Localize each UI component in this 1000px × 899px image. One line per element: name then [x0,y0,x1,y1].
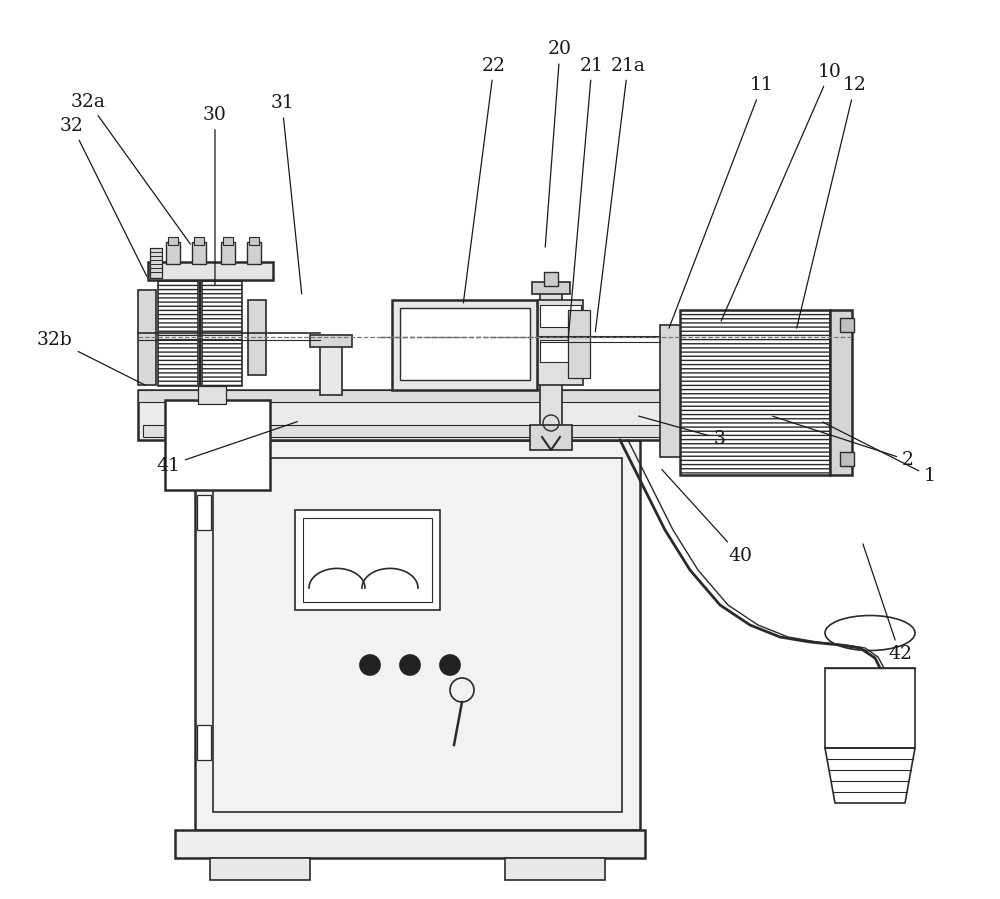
Bar [505,858,605,880]
Bar [150,248,162,278]
Bar [198,386,226,404]
Bar [221,242,235,264]
Bar [192,242,206,264]
Bar [400,308,530,380]
Bar [540,305,581,327]
Bar [195,440,640,830]
Text: 21a: 21a [595,57,645,332]
Bar [197,725,211,760]
Text: 21: 21 [568,57,604,339]
Circle shape [440,655,460,675]
Bar [530,425,572,450]
Bar [210,858,310,880]
Circle shape [360,655,380,675]
Bar [165,400,270,490]
Bar [197,495,211,530]
Bar [840,318,854,332]
Circle shape [400,655,420,675]
Bar [202,278,242,386]
Bar [320,340,342,395]
Text: 31: 31 [270,94,302,294]
Text: 41: 41 [156,422,297,475]
Bar [249,237,259,245]
Bar [544,272,558,286]
Bar [825,668,915,748]
Bar [540,340,581,362]
Bar [223,237,233,245]
Bar [660,325,685,457]
Bar [213,458,622,812]
Text: 22: 22 [463,57,506,303]
Bar [138,290,156,385]
Bar [532,282,570,294]
Bar [840,452,854,466]
Text: 10: 10 [721,63,842,321]
Text: 40: 40 [662,469,752,565]
Bar [680,310,830,475]
Text: 12: 12 [797,76,867,328]
Text: 32a: 32a [71,93,190,244]
Bar [303,518,432,602]
Bar [247,242,261,264]
Bar [248,300,266,375]
Bar [175,830,645,858]
Bar [148,262,273,280]
Bar [392,300,537,390]
Bar [538,300,583,385]
Text: 42: 42 [863,544,912,663]
Bar [194,237,204,245]
Bar [138,390,788,402]
Text: 20: 20 [545,40,572,247]
Bar [166,242,180,264]
Text: 3: 3 [639,416,726,448]
Text: 32b: 32b [37,331,146,386]
Text: 11: 11 [669,76,774,328]
Bar [310,335,352,347]
Text: 32: 32 [60,117,147,276]
Text: 2: 2 [773,416,914,469]
Text: 30: 30 [203,106,227,285]
Bar [138,390,788,440]
Text: 1: 1 [822,422,936,485]
Bar [540,290,562,445]
Ellipse shape [825,616,915,651]
Bar [295,510,440,610]
Bar [168,237,178,245]
Bar [143,425,783,437]
Bar [158,278,198,386]
Bar [568,310,590,378]
Bar [830,310,852,475]
